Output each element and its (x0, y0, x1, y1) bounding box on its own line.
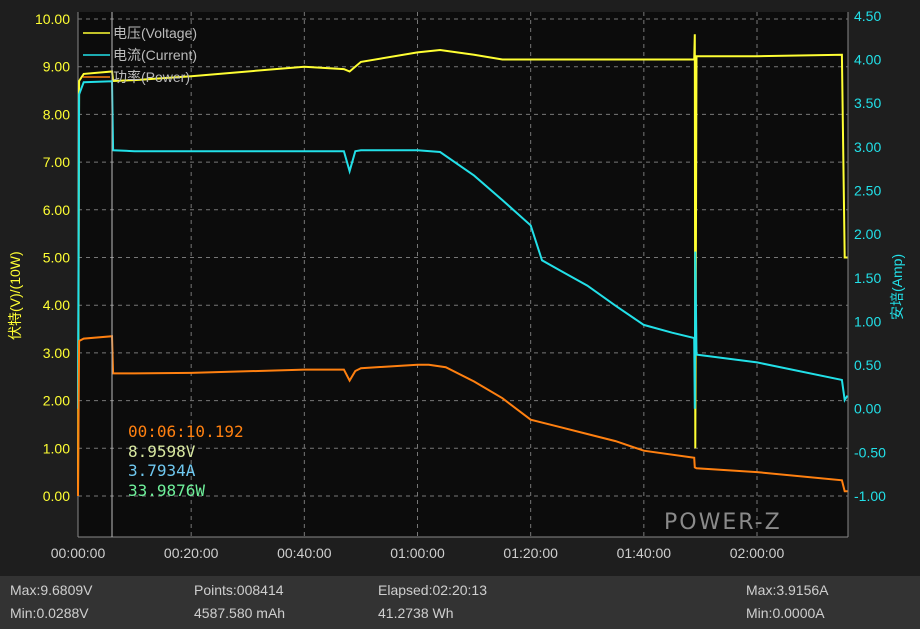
min-voltage: Min:0.0288V (10, 605, 89, 621)
points-count: Points:008414 (194, 582, 284, 598)
y-left-tick-label: 10.00 (35, 11, 70, 27)
y-axis-left-label: 伏特(V)/(10W) (7, 251, 23, 340)
capacity: 4587.580 mAh (194, 605, 286, 621)
y-right-tick-label: 1.50 (854, 270, 881, 286)
y-axis-right-label: 安培(Amp) (889, 254, 905, 320)
x-tick-label: 00:40:00 (277, 545, 332, 561)
y-right-tick-label: -1.00 (854, 488, 886, 504)
chart: 00:00:00 00:20:00 00:40:00 01:00:00 01:20:00… (7, 7, 905, 561)
x-tick-label: 02:00:00 (730, 545, 785, 561)
x-tick-label: 01:00:00 (390, 545, 445, 561)
x-tick-label: 01:40:00 (617, 545, 672, 561)
y-left-tick-label: 5.00 (43, 250, 70, 266)
max-voltage: Max:9.6809V (10, 582, 93, 598)
y-right-tick-label: 1.00 (854, 313, 881, 329)
y-right-tick-label: 4.00 (854, 52, 881, 68)
y-right-tick-label: 2.00 (854, 226, 881, 242)
cursor-power: 33.9876W (128, 481, 206, 500)
cursor-time: 00:06:10.192 (128, 422, 244, 441)
energy: 41.2738 Wh (378, 605, 454, 621)
series-line-power (77, 335, 848, 497)
min-current: Min:0.0000A (746, 605, 825, 621)
cursor-voltage: 8.9598V (128, 442, 196, 461)
power-z-logo: POWER-Z (664, 510, 782, 535)
y-left-tick-label: 1.00 (43, 440, 70, 456)
legend-label: 功率(Power) (113, 69, 190, 85)
y-right-tick-label: 3.00 (854, 139, 881, 155)
elapsed-time: Elapsed:02:20:13 (378, 582, 487, 598)
y-left-tick-label: 3.00 (43, 345, 70, 361)
cursor-current: 3.7934A (128, 461, 196, 480)
series-line-voltage (77, 34, 848, 497)
y-left-tick-label: 9.00 (43, 59, 70, 75)
x-tick-label: 00:00:00 (51, 545, 106, 561)
y-right-tick-label: 0.50 (854, 357, 881, 373)
legend-label: 电压(Voltage) (113, 25, 197, 41)
y-right-tick-label: 4.50 (854, 8, 881, 24)
y-left-tick-label: 4.00 (43, 297, 70, 313)
y-left-tick-label: 0.00 (43, 488, 70, 504)
y-right-tick-label: -0.50 (854, 444, 886, 460)
y-right-tick-label: 2.50 (854, 182, 881, 198)
legend-label: 电流(Current) (113, 47, 197, 63)
y-left-tick-label: 6.00 (43, 202, 70, 218)
y-left-tick-label: 8.00 (43, 106, 70, 122)
series-line-current (77, 80, 849, 409)
y-right-tick-label: 0.00 (854, 401, 881, 417)
y-left-tick-label: 2.00 (43, 393, 70, 409)
x-tick-label: 01:20:00 (503, 545, 558, 561)
stats-bar: Max:9.6809V Min:0.0288V Points:008414 45… (0, 576, 920, 629)
y-right-tick-label: 3.50 (854, 95, 881, 111)
plot-area (78, 12, 848, 537)
max-current: Max:3.9156A (746, 582, 829, 598)
x-tick-label: 00:20:00 (164, 545, 219, 561)
y-left-tick-label: 7.00 (43, 154, 70, 170)
